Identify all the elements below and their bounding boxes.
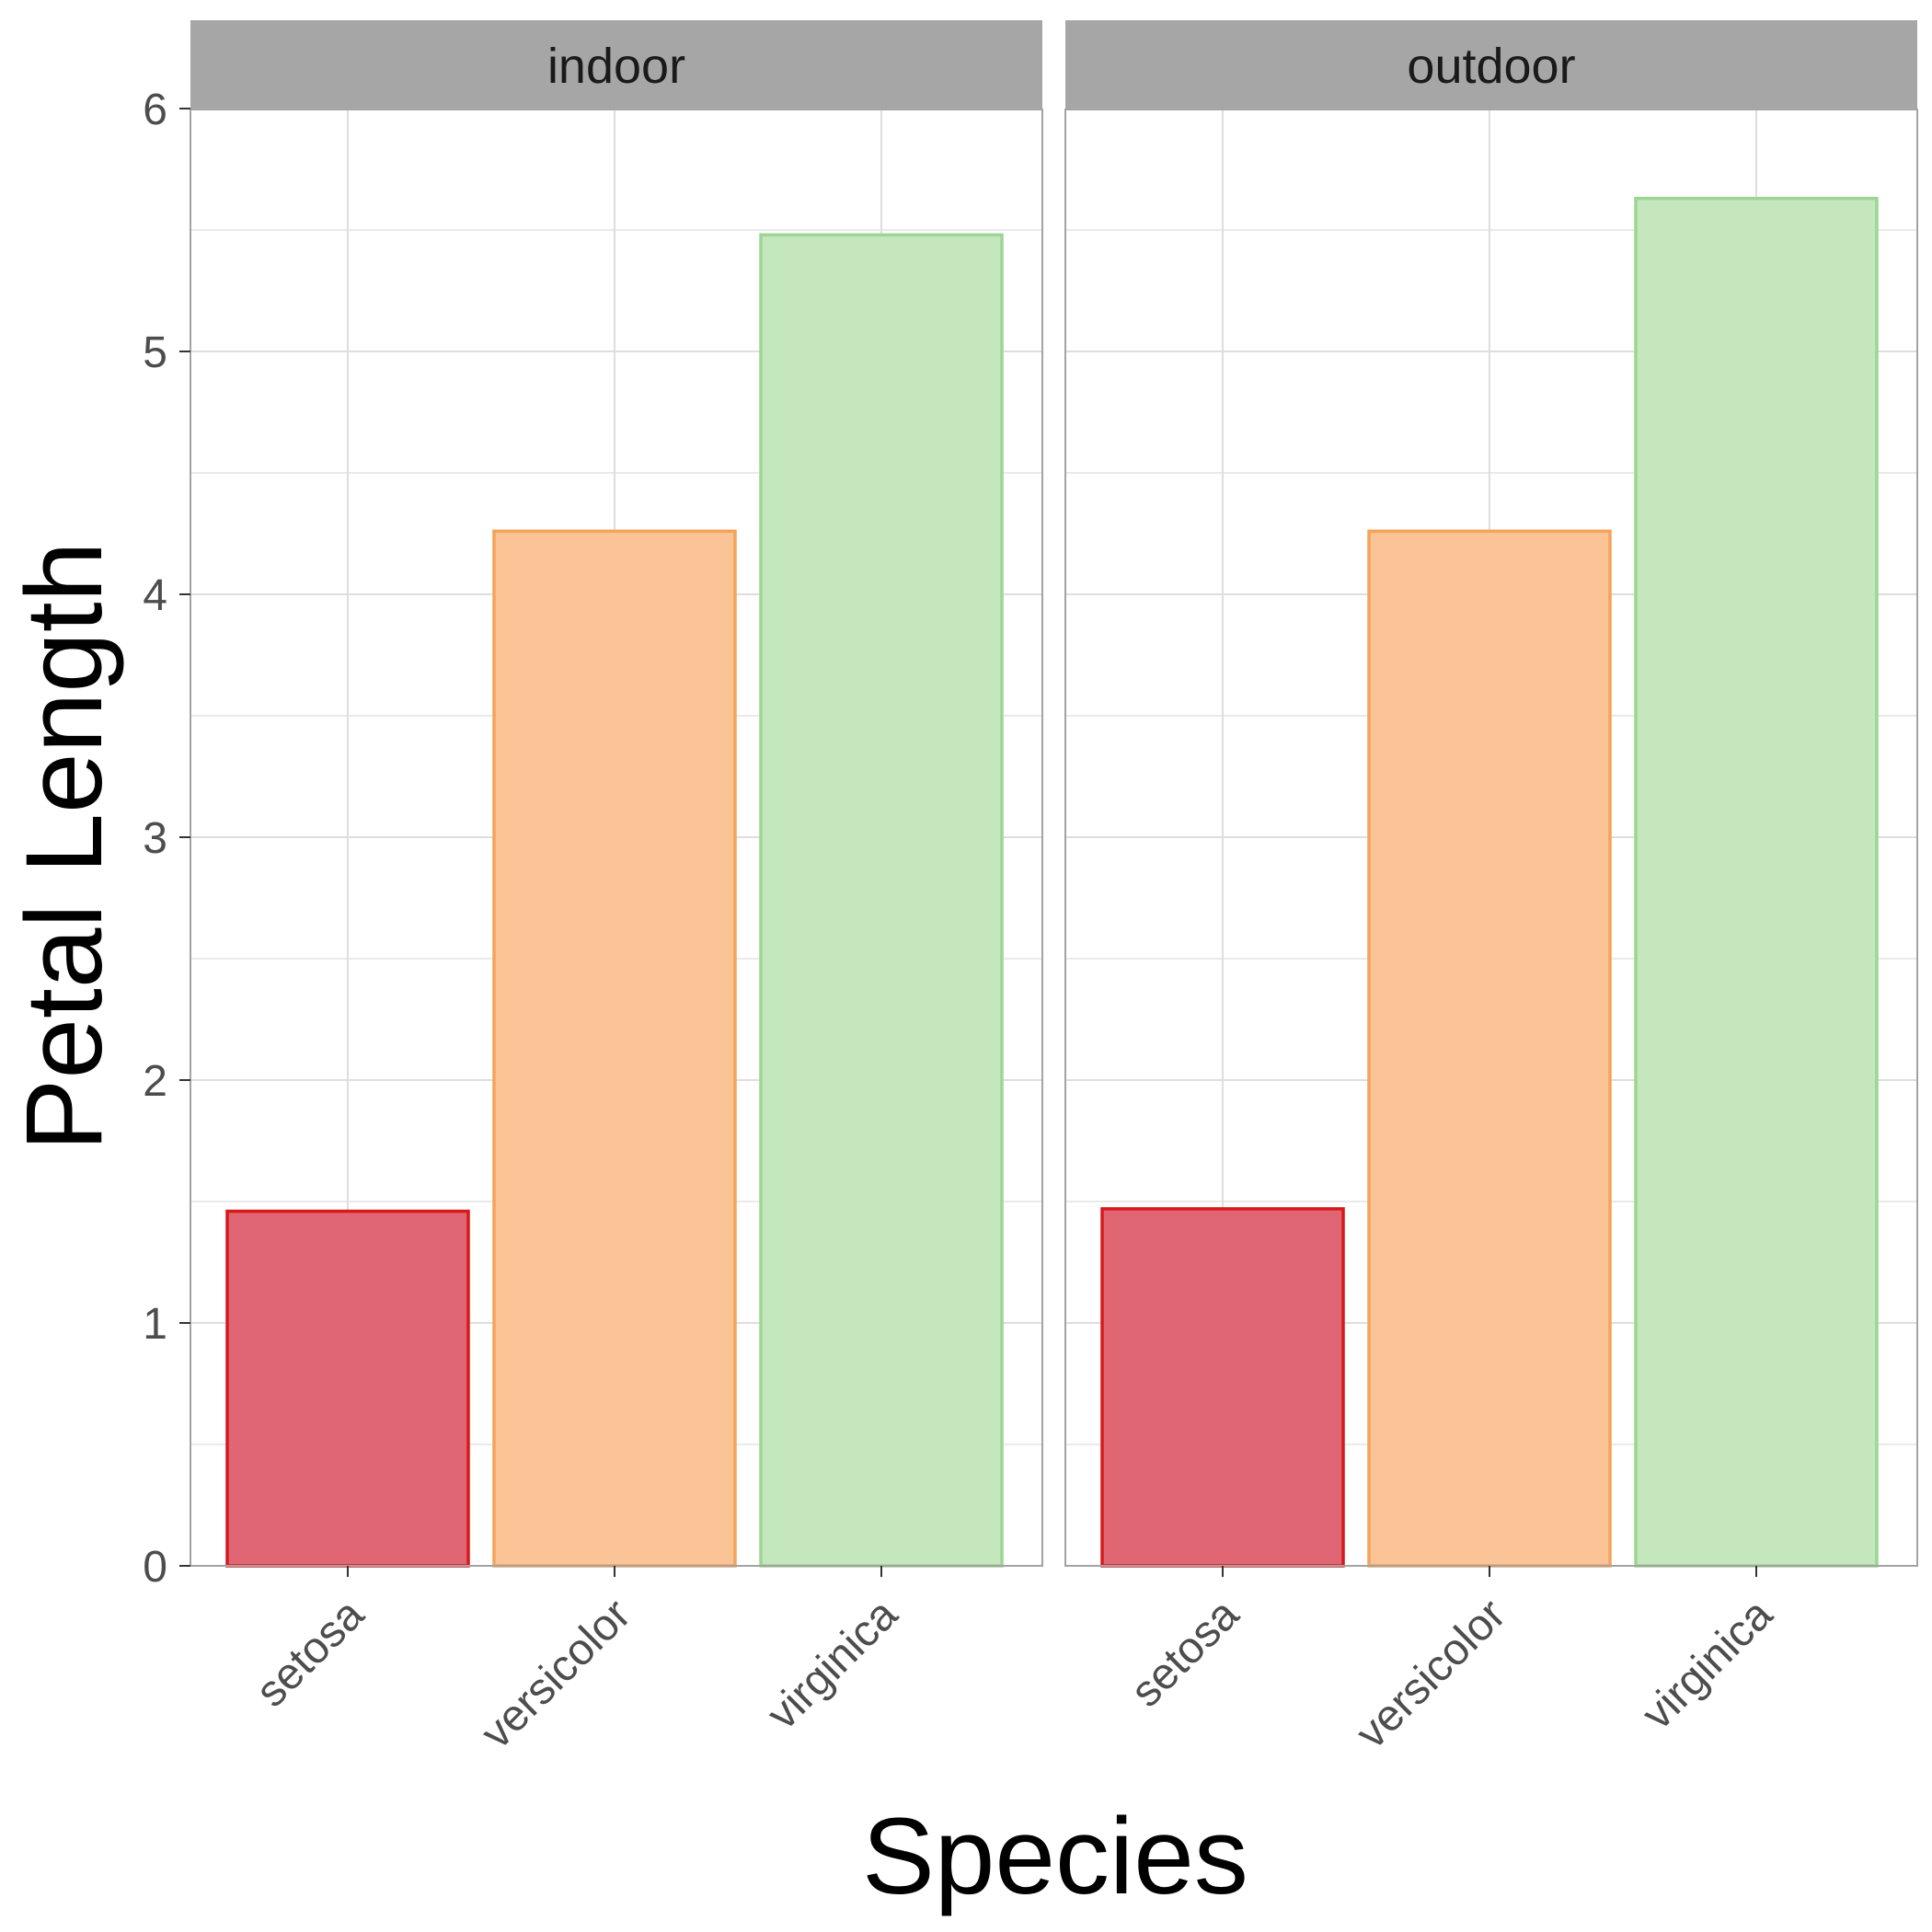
x-tick-label: virginica	[758, 1590, 907, 1739]
facet-strip-label: outdoor	[1407, 39, 1575, 94]
y-tick-label: 6	[143, 86, 167, 134]
bar-indoor-setosa	[225, 1209, 470, 1568]
y-tick-label: 3	[143, 814, 167, 863]
facet-panels: indoor outdoor	[190, 20, 1918, 1568]
bar-outdoor-setosa	[1100, 1207, 1345, 1568]
y-tick-label: 4	[143, 571, 167, 620]
bar-indoor-virginica	[759, 233, 1004, 1568]
x-tick-label: versicolor	[1347, 1590, 1515, 1758]
facet-strip-label: indoor	[547, 39, 685, 94]
y-axis: 0 1 2 3 4 5 6	[143, 86, 190, 1592]
facet-panel-indoor: indoor	[190, 20, 1043, 1568]
x-tick-label: setosa	[247, 1590, 374, 1717]
y-axis-title: Petal Length	[4, 542, 125, 1152]
bar-outdoor-virginica	[1634, 196, 1879, 1568]
y-tick-label: 1	[143, 1300, 167, 1349]
facet-strip	[190, 20, 1042, 109]
x-axis-title: Species	[862, 1796, 1248, 1917]
facet-panel-outdoor: outdoor	[1064, 20, 1918, 1568]
x-tick-label: setosa	[1121, 1590, 1248, 1717]
y-tick-label: 0	[143, 1543, 167, 1592]
x-tick-label: virginica	[1633, 1590, 1782, 1739]
y-tick-label: 5	[143, 328, 167, 377]
facet-strip	[1065, 20, 1917, 109]
bar-indoor-versicolor	[492, 529, 737, 1568]
bar-outdoor-versicolor	[1367, 529, 1612, 1568]
x-axis: setosa versicolor virginica setosa versicolo…	[247, 1566, 1782, 1758]
y-tick-label: 2	[143, 1057, 167, 1106]
x-tick-label: versicolor	[472, 1590, 640, 1758]
